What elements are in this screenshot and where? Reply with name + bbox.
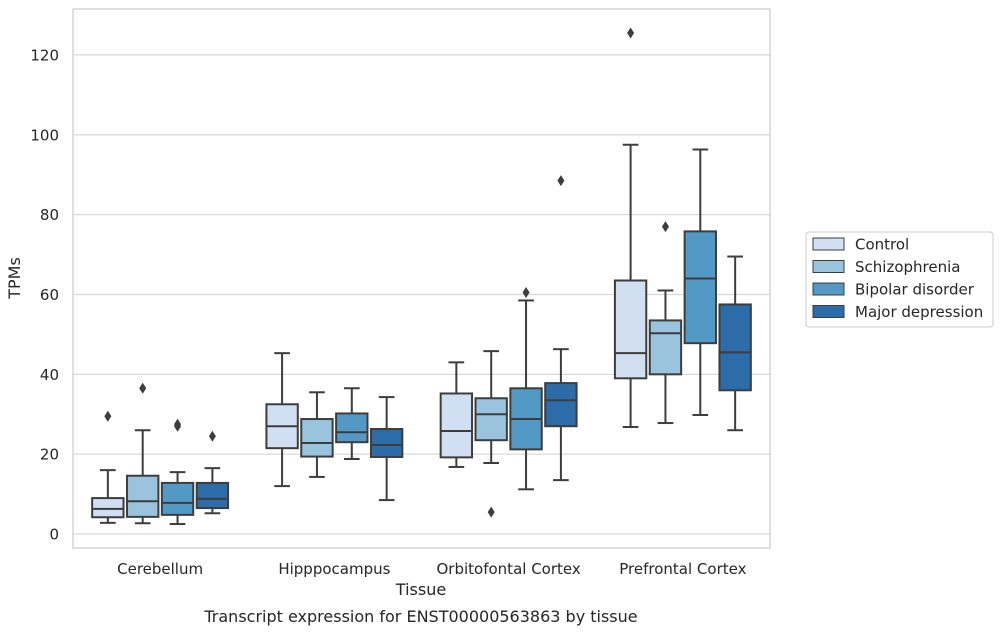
box-2-0	[160, 418, 195, 526]
outlier-point	[104, 410, 112, 422]
legend-label: Control	[855, 236, 909, 254]
boxes	[91, 27, 752, 526]
legend-swatch	[812, 260, 845, 273]
box-0-2	[439, 361, 474, 468]
plot-frame	[72, 8, 771, 549]
iqr-box	[300, 418, 334, 458]
y-tick-label: 60	[40, 286, 59, 304]
box-3-1	[369, 396, 404, 502]
iqr-box	[160, 481, 195, 516]
box-2-2	[509, 286, 543, 491]
outlier-point	[557, 175, 565, 187]
iqr-box	[648, 319, 683, 376]
y-axis-label: TPMs	[5, 257, 24, 300]
box-3-2	[544, 175, 578, 482]
y-tick-labels: 0 20 40 60 80 100 120	[30, 46, 59, 543]
iqr-box	[335, 412, 369, 444]
iqr-box	[474, 397, 508, 442]
iqr-box	[718, 303, 752, 392]
chart-caption: Transcript expression for ENST0000056386…	[203, 607, 637, 626]
x-tick-label: Cerebellum	[117, 560, 203, 578]
legend-label: Bipolar disorder	[855, 281, 975, 299]
iqr-box	[369, 428, 404, 458]
outlier-point	[174, 418, 182, 430]
outlier-point	[661, 221, 669, 233]
x-tick-label: Prefrontal Cortex	[619, 560, 746, 578]
box-3-3	[718, 255, 752, 432]
iqr-box	[195, 481, 230, 510]
outlier-point	[139, 382, 147, 394]
legend-swatch	[812, 282, 845, 296]
box-3-0	[195, 430, 230, 515]
outlier-point	[487, 506, 495, 518]
box-1-1	[300, 391, 334, 478]
outlier-point	[627, 27, 635, 39]
x-axis-label: Tissue	[395, 580, 446, 599]
x-tick-label: Hipppocampus	[278, 560, 390, 578]
y-tick-label: 20	[40, 446, 59, 464]
iqr-box	[544, 382, 578, 428]
legend-swatch	[812, 237, 845, 251]
box-2-1	[335, 387, 369, 460]
box-1-3	[648, 221, 683, 425]
iqr-box	[613, 279, 648, 380]
y-tick-label: 100	[30, 126, 59, 144]
box-0-3	[613, 27, 648, 429]
legend: Control Schizophrenia Bipolar disorder Majo…	[805, 231, 994, 328]
legend-frame	[805, 231, 994, 328]
iqr-box	[126, 474, 160, 518]
legend-label: Major depression	[855, 303, 983, 321]
y-tick-label: 40	[40, 366, 59, 384]
y-tick-label: 120	[30, 46, 59, 64]
y-tick-label: 0	[49, 526, 59, 544]
iqr-box	[91, 497, 125, 519]
box-2-3	[683, 148, 717, 417]
box-0-0	[91, 410, 125, 524]
x-tick-labels: Cerebellum Hipppocampus Orbitofontal Corte…	[117, 560, 746, 578]
legend-label: Schizophrenia	[855, 258, 960, 276]
box-1-2	[474, 350, 508, 518]
gridlines	[73, 54, 770, 535]
x-tick-label: Orbitofontal Cortex	[437, 560, 581, 578]
outlier-point	[522, 286, 530, 298]
legend-swatch	[812, 305, 845, 318]
iqr-box	[439, 392, 474, 459]
box-0-1	[265, 352, 299, 488]
outlier-point	[208, 430, 216, 442]
iqr-box	[683, 230, 717, 345]
box-1-0	[126, 382, 160, 525]
y-tick-label: 80	[40, 206, 59, 224]
